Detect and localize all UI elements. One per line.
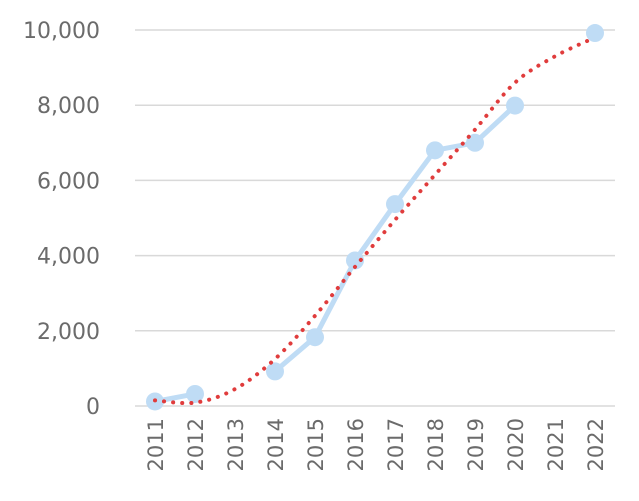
data-point-2016: [346, 251, 364, 270]
x-tick-label: 2017: [384, 418, 408, 471]
trendline-path: [153, 35, 597, 406]
x-axis-ticks: 2011 2012 2013 2014 2015 2016 2017 2018 2019 2020…: [144, 418, 608, 471]
y-tick-label: 10,000: [23, 19, 100, 44]
x-tick-label: 2012: [184, 418, 208, 471]
y-axis-ticks: 0 2,000 4,000 6,000 8,000 10,000: [23, 19, 100, 420]
data-point-2019: [466, 133, 484, 152]
x-tick-label: 2013: [224, 418, 248, 471]
x-tick-label: 2011: [144, 418, 168, 471]
data-point-2014: [266, 362, 284, 381]
x-tick-label: 2015: [304, 418, 328, 471]
data-point-2018: [426, 141, 444, 160]
data-point-2015: [306, 328, 324, 347]
x-tick-label: 2020: [504, 418, 528, 471]
series-trendline: [153, 35, 597, 406]
data-point-2012: [186, 384, 204, 403]
y-tick-label: 2,000: [37, 320, 100, 345]
x-tick-label: 2016: [344, 418, 368, 471]
series-actual: [146, 24, 604, 411]
y-tick-label: 6,000: [37, 169, 100, 194]
data-point-2020: [506, 96, 524, 115]
x-tick-label: 2022: [584, 418, 608, 471]
data-point-2022: [586, 24, 604, 43]
y-tick-label: 0: [86, 395, 100, 420]
y-tick-label: 8,000: [37, 94, 100, 119]
data-point-2017: [386, 195, 404, 214]
x-tick-label: 2018: [424, 418, 448, 471]
x-tick-label: 2019: [464, 418, 488, 471]
x-tick-label: 2014: [264, 418, 288, 471]
x-tick-label: 2021: [544, 418, 568, 471]
grid-lines: [135, 29, 615, 407]
y-tick-label: 4,000: [37, 245, 100, 270]
